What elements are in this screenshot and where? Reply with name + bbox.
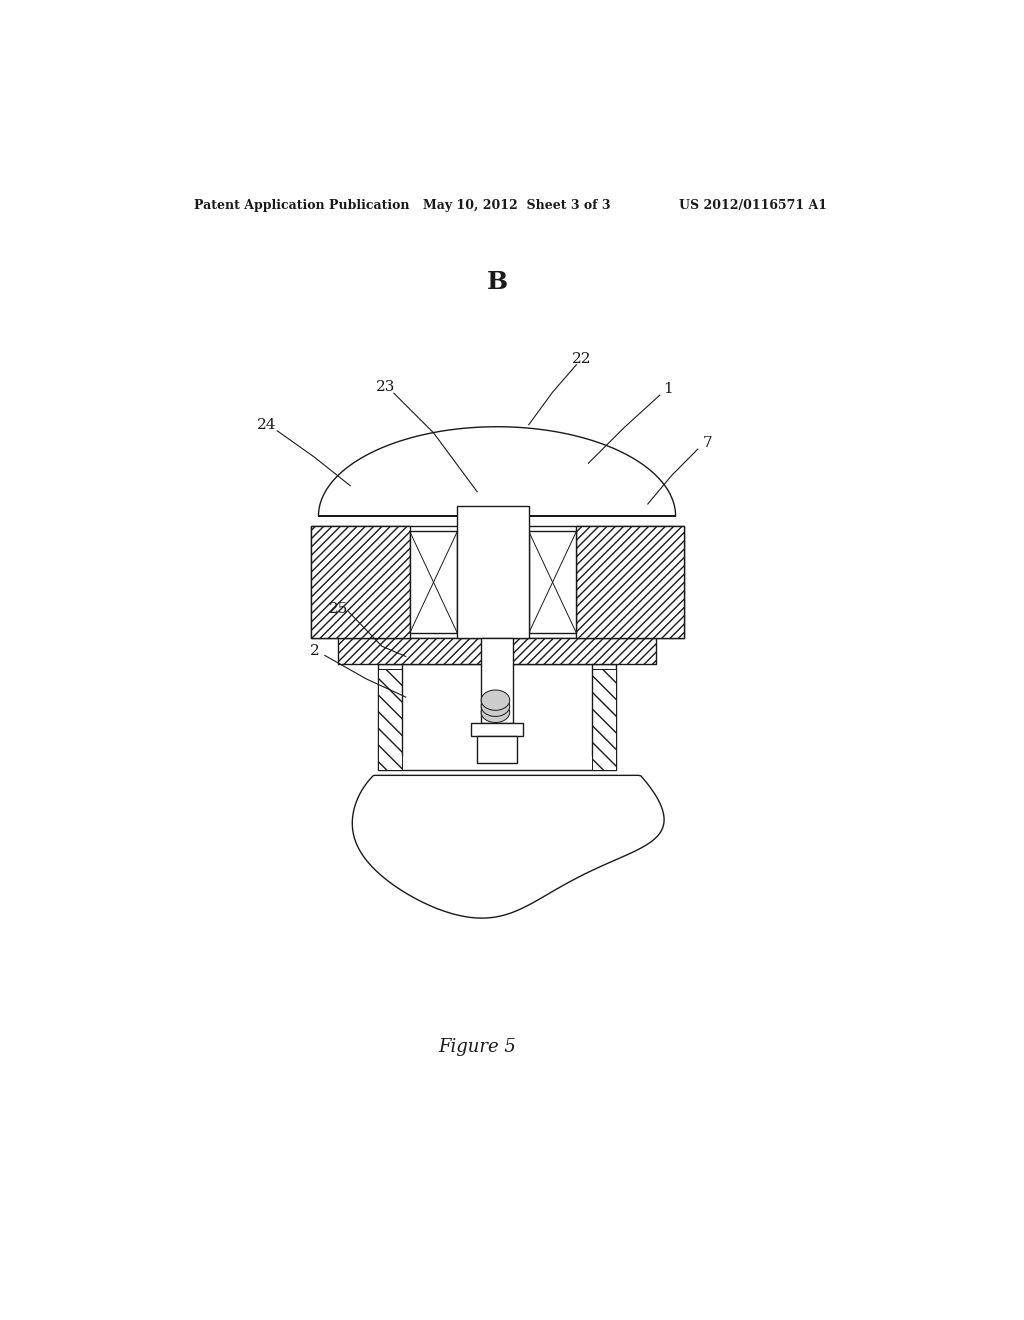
Ellipse shape — [481, 696, 510, 717]
Bar — [592, 669, 616, 771]
Text: Patent Application Publication: Patent Application Publication — [194, 199, 410, 213]
Text: May 10, 2012  Sheet 3 of 3: May 10, 2012 Sheet 3 of 3 — [423, 199, 610, 213]
Bar — [528, 532, 577, 634]
Bar — [338, 638, 655, 664]
Text: US 2012/0116571 A1: US 2012/0116571 A1 — [679, 199, 826, 213]
Bar — [471, 722, 523, 735]
Bar — [338, 638, 655, 664]
Text: 23: 23 — [376, 380, 395, 395]
Text: 1: 1 — [663, 381, 673, 396]
Bar — [477, 735, 517, 763]
Polygon shape — [318, 426, 676, 516]
Text: Figure 5: Figure 5 — [438, 1038, 516, 1056]
Bar — [310, 527, 410, 638]
Bar — [458, 506, 528, 638]
Text: 2: 2 — [309, 644, 319, 659]
Text: B: B — [486, 271, 508, 294]
Bar — [410, 532, 458, 634]
Bar — [378, 669, 401, 771]
Bar — [310, 527, 684, 638]
Bar — [481, 638, 513, 722]
Bar — [577, 527, 684, 638]
Text: 7: 7 — [702, 436, 712, 450]
Text: 25: 25 — [329, 602, 348, 615]
Text: 22: 22 — [572, 351, 592, 366]
Ellipse shape — [481, 690, 510, 710]
Bar — [378, 664, 616, 771]
Ellipse shape — [481, 702, 510, 722]
Polygon shape — [352, 775, 665, 919]
Text: 24: 24 — [257, 417, 276, 432]
